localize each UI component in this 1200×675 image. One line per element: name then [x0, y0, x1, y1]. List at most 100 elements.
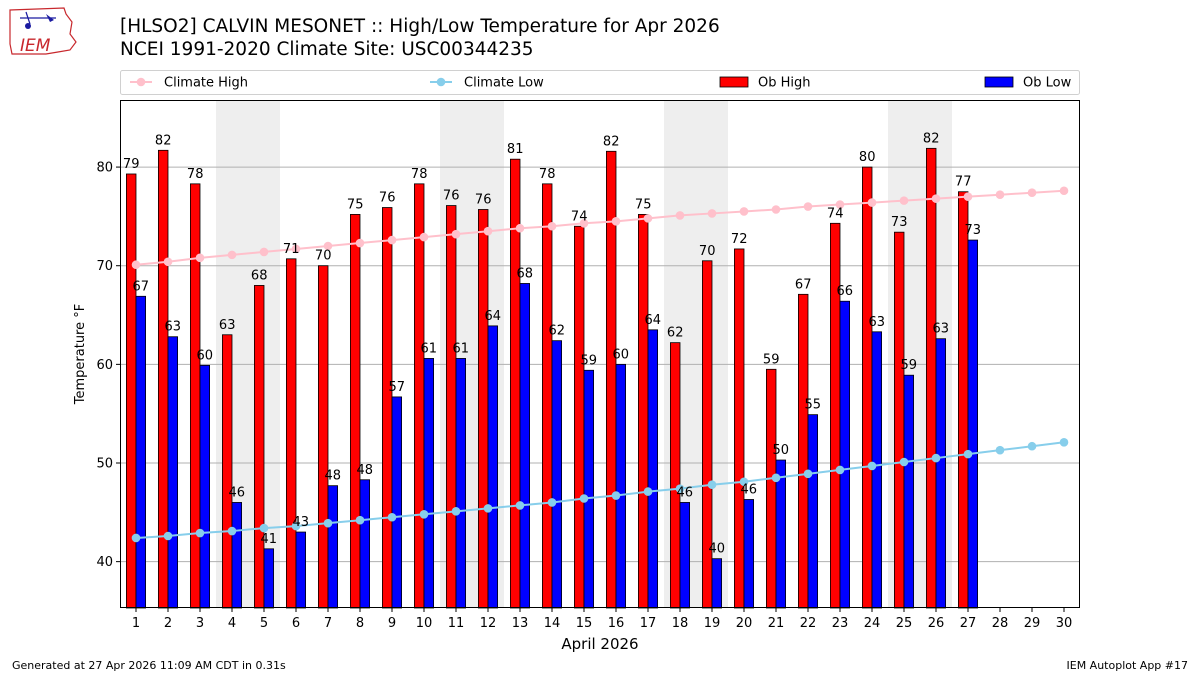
ob-low-value-label: 64	[485, 309, 502, 324]
ob-low-value-label: 55	[805, 398, 822, 413]
legend-ob-low-label: Ob Low	[1023, 76, 1072, 91]
ob-high-value-label: 76	[475, 192, 492, 207]
x-tick-label: 4	[228, 616, 236, 631]
climate-low-point	[995, 445, 1005, 455]
ob-low-value-label: 67	[133, 279, 150, 294]
ob-low-bar	[327, 485, 339, 609]
ob-low-value-label: 60	[613, 347, 630, 362]
climate-high-point	[931, 194, 941, 203]
x-tick-label: 12	[480, 616, 497, 631]
climate-high-point	[803, 202, 813, 211]
climate-high-point	[163, 257, 173, 267]
x-tick-label: 30	[1056, 616, 1073, 631]
x-tick-label: 6	[292, 616, 300, 631]
ob-high-bar	[638, 214, 649, 609]
x-tick-label: 14	[544, 616, 561, 631]
ob-low-bar	[775, 459, 787, 609]
ob-low-bar	[903, 374, 915, 609]
climate-low-point	[515, 501, 525, 510]
climate-low-point	[867, 461, 877, 471]
x-axis-label: April 2026	[561, 635, 638, 653]
ob-low-bar	[135, 295, 147, 609]
ob-high-value-label: 78	[411, 167, 428, 182]
climate-low-point	[739, 477, 749, 487]
x-tick-label: 26	[928, 616, 945, 631]
climate-low-point	[611, 491, 621, 500]
ob-high-value-label: 82	[155, 133, 172, 148]
ob-high-bar	[381, 207, 393, 609]
ob-low-bar	[615, 363, 627, 609]
ob-high-value-label: 76	[443, 189, 460, 204]
ob-low-value-label: 63	[869, 315, 886, 330]
climate-low-point	[355, 515, 365, 525]
logo-text: IEM	[20, 36, 51, 56]
x-tick-label: 8	[356, 616, 364, 631]
climate-high-point	[515, 223, 525, 233]
ob-high-bar	[253, 285, 265, 609]
ob-low-bar	[935, 338, 947, 609]
climate-high-point	[867, 198, 877, 207]
climate-high-point	[227, 250, 237, 260]
ob-high-value-label: 72	[731, 232, 748, 247]
climate-high-point	[483, 226, 493, 236]
ob-high-bar	[670, 342, 681, 609]
x-tick-label: 7	[324, 616, 332, 631]
climate-low-point	[291, 521, 301, 531]
ob-low-value-label: 61	[421, 341, 438, 356]
ob-low-value-label: 48	[357, 463, 374, 478]
ob-high-value-label: 81	[507, 142, 524, 157]
ob-low-value-label: 68	[517, 266, 534, 281]
climate-low-point	[931, 453, 941, 463]
ob-high-value-label: 75	[635, 197, 652, 212]
ob-high-bar	[862, 166, 873, 609]
climate-high-point	[675, 211, 685, 220]
y-tick-label: 70	[96, 259, 113, 274]
climate-high-point	[963, 192, 973, 201]
x-tick-label: 27	[960, 616, 977, 631]
climate-lines	[131, 186, 1069, 543]
ob-low-value-label: 48	[325, 469, 342, 484]
climate-high-point	[131, 260, 141, 270]
climate-high-point	[547, 221, 557, 231]
ob-high-bar	[445, 205, 457, 609]
climate-low-point	[579, 494, 589, 503]
legend-ob-high-label: Ob High	[758, 76, 811, 91]
ob-high-value-label: 70	[315, 249, 332, 264]
ob-high-bar	[413, 183, 425, 609]
ob-low-bar	[839, 300, 851, 609]
x-tick-label: 1	[132, 616, 140, 631]
ob-low-value-label: 57	[389, 380, 406, 395]
ob-high-value-label: 82	[923, 131, 940, 146]
ob-high-bar	[189, 183, 201, 609]
ob-low-value-label: 59	[581, 353, 598, 368]
ob-low-value-label: 40	[709, 542, 726, 557]
ob-high-value-label: 78	[187, 167, 204, 182]
ob-high-bar	[830, 222, 841, 609]
ob-high-bar	[542, 183, 553, 609]
climate-high-point	[611, 217, 621, 226]
climate-low-point	[419, 509, 429, 519]
ob-high-value-label: 74	[827, 206, 844, 221]
climate-high-point	[355, 238, 365, 248]
climate-high-point	[579, 219, 589, 228]
ob-low-value-label: 43	[293, 515, 310, 530]
ob-high-value-label: 63	[219, 318, 236, 333]
climate-low-point	[227, 526, 237, 536]
x-tick-label: 28	[992, 616, 1009, 631]
climate-high-point	[259, 247, 269, 257]
climate-low-point	[547, 498, 557, 507]
climate-high-point	[835, 200, 845, 209]
ob-low-value-label: 61	[453, 341, 470, 356]
climate-low-point	[451, 507, 461, 516]
ob-high-bar	[126, 173, 137, 609]
ob-high-value-label: 75	[347, 197, 364, 212]
climate-low-point	[707, 480, 717, 489]
y-tick-label: 50	[96, 456, 113, 471]
grid-lines	[120, 166, 1080, 563]
ob-high-bar	[734, 248, 745, 609]
climate-high-point	[899, 196, 909, 205]
climate-low-point	[1027, 441, 1037, 451]
climate-low-point	[323, 518, 333, 528]
